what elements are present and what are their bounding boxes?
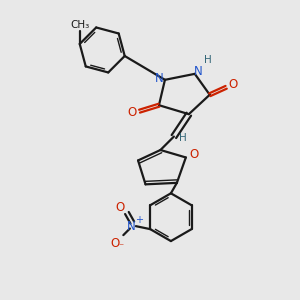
Text: O: O [190, 148, 199, 161]
Text: ⁻: ⁻ [119, 243, 124, 253]
Text: O: O [111, 237, 120, 250]
Text: N: N [194, 65, 202, 78]
Text: +: + [135, 214, 143, 225]
Text: O: O [116, 201, 125, 214]
Text: N: N [127, 220, 136, 232]
Text: H: H [179, 133, 187, 143]
Text: H: H [204, 56, 212, 65]
Text: CH₃: CH₃ [71, 20, 90, 30]
Text: O: O [128, 106, 137, 119]
Text: O: O [228, 78, 237, 92]
Text: N: N [155, 72, 164, 85]
